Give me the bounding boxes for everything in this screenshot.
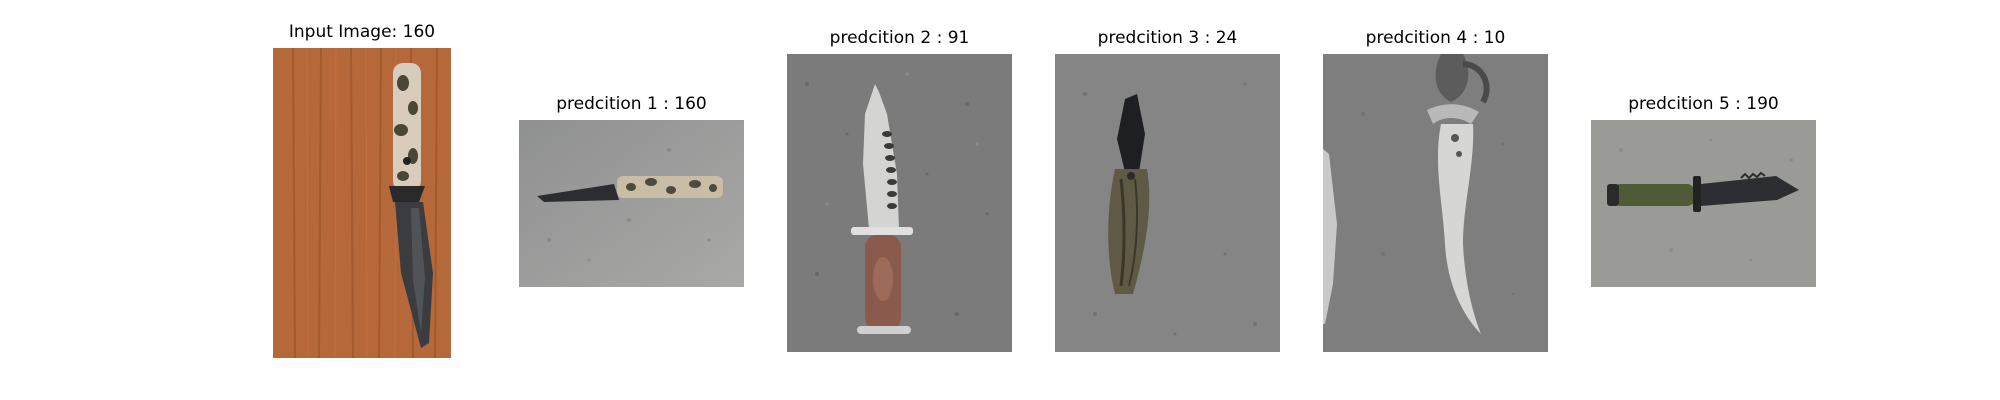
panel-prediction-5: predcition 5 : 190 [1591, 90, 1816, 290]
knife-on-concrete-image [519, 120, 744, 287]
knife-on-asphalt-image [787, 54, 1012, 352]
panel-title: Input Image: 160 [288, 22, 436, 42]
panel-title: predcition 3 : 24 [1097, 28, 1238, 48]
panel-title: predcition 2 : 91 [829, 28, 970, 48]
panel-title: predcition 1 : 160 [556, 94, 707, 114]
panel-prediction-2: predcition 2 : 91 [787, 24, 1012, 354]
folding-knife-on-asphalt-image [1055, 54, 1280, 352]
panel-title: predcition 4 : 10 [1365, 28, 1506, 48]
prediction-2-photo [787, 54, 1012, 352]
prediction-1-photo [519, 120, 744, 287]
panel-title: predcition 5 : 190 [1628, 94, 1779, 114]
prediction-4-photo [1323, 54, 1548, 352]
knife-on-wood-image [273, 48, 451, 358]
military-knife-on-concrete-image [1591, 120, 1816, 287]
panel-prediction-3: predcition 3 : 24 [1055, 24, 1280, 354]
prediction-5-photo [1591, 120, 1816, 287]
input-photo [273, 48, 451, 358]
prediction-3-photo [1055, 54, 1280, 352]
panel-input: Input Image: 160 [273, 20, 451, 360]
fantasy-knife-on-concrete-image [1323, 54, 1548, 352]
panel-prediction-4: predcition 4 : 10 [1323, 24, 1548, 354]
panel-prediction-1: predcition 1 : 160 [519, 90, 744, 290]
